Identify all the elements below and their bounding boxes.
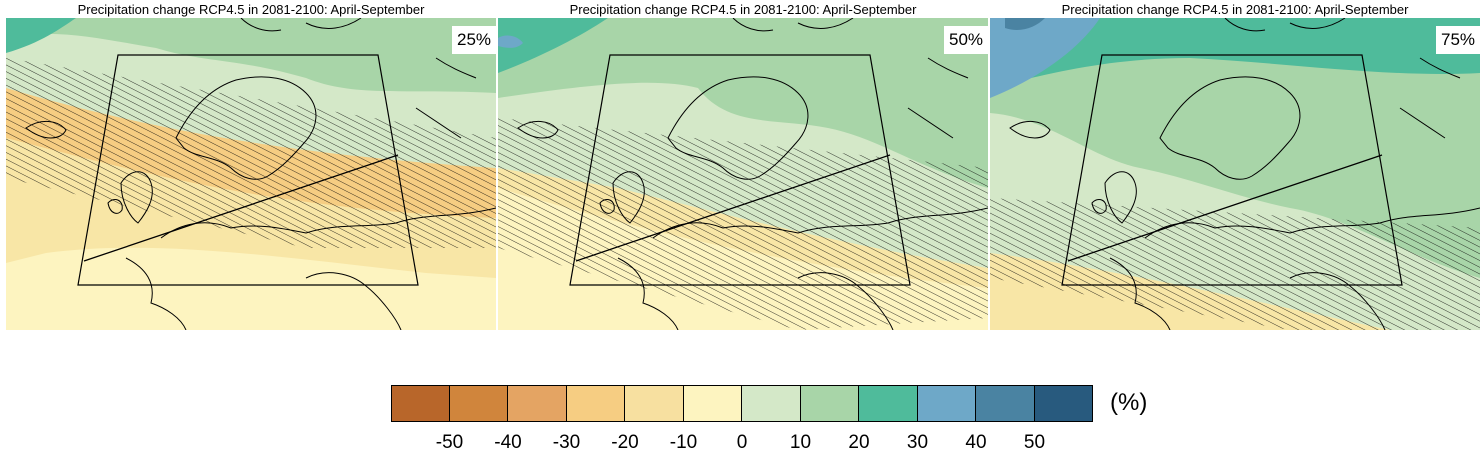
colorbar-swatch [917, 385, 976, 422]
colorbar-unit: (%) [1110, 389, 1148, 416]
percentile-label: 50% [944, 26, 988, 54]
colorbar-swatch [859, 385, 918, 422]
percentile-label: 75% [1436, 26, 1480, 54]
map-panel-25: Precipitation change RCP4.5 in 2081-2100… [6, 0, 496, 330]
precipitation-map [6, 18, 496, 330]
colorbar-tick-label: 40 [965, 432, 987, 453]
panel-title: Precipitation change RCP4.5 in 2081-2100… [77, 2, 425, 17]
colorbar-swatch [449, 385, 508, 422]
colorbar-tick-label: 10 [789, 432, 812, 453]
colorbar-tick-label: -30 [552, 432, 581, 453]
colorbar-swatch [625, 385, 684, 422]
colorbar-swatch [566, 385, 625, 422]
colorbar-tick-label: 30 [906, 432, 929, 453]
colorbar-swatch [800, 385, 859, 422]
panel-title: Precipitation change RCP4.5 in 2081-2100… [1061, 2, 1409, 17]
colorbar-swatch [976, 385, 1035, 422]
percentile-label: 25% [452, 26, 496, 54]
colorbar-swatch [391, 385, 450, 422]
colorbar-tick-label: 50 [1023, 432, 1046, 453]
colorbar-swatch [1034, 385, 1093, 422]
panel-title: Precipitation change RCP4.5 in 2081-2100… [569, 2, 917, 17]
colorbar-tick-label: -50 [435, 432, 464, 453]
precipitation-map [498, 18, 988, 330]
colorbar-swatch [508, 385, 567, 422]
map-panel-75: Precipitation change RCP4.5 in 2081-2100… [990, 0, 1480, 330]
colorbar-tick-label: 0 [736, 432, 748, 453]
colorbar-swatch [683, 385, 742, 422]
colorbar-swatch [742, 385, 801, 422]
colorbar-tick-label: -20 [611, 432, 639, 453]
precipitation-map [990, 18, 1480, 330]
colorbar-tick-label: -10 [669, 432, 698, 453]
colorbar-tick-label: -40 [494, 432, 522, 453]
map-panel-50: Precipitation change RCP4.5 in 2081-2100… [498, 0, 988, 330]
colorbar-tick-label: 20 [848, 432, 870, 453]
